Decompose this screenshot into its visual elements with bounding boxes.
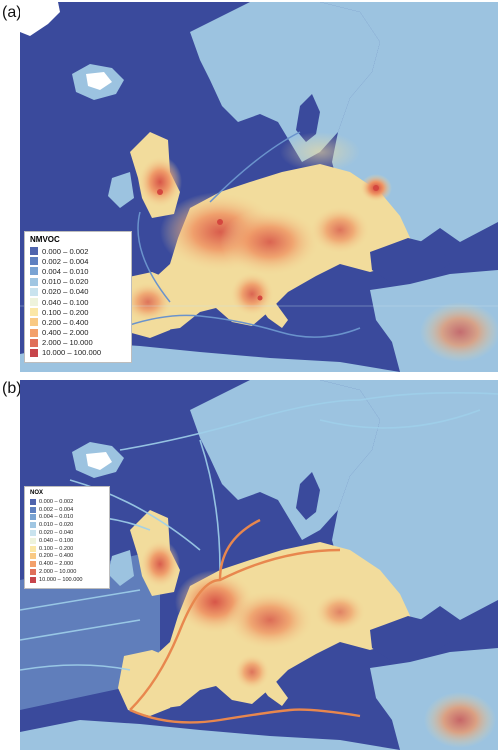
nmvoc-legend-swatch bbox=[30, 308, 38, 317]
nmvoc-legend-swatch bbox=[30, 348, 38, 357]
nox-legend-label: 0.040 – 0.100 bbox=[39, 537, 74, 544]
nox-legend-label: 10.000 – 100.000 bbox=[39, 576, 83, 583]
nox-legend-item: 0.200 – 0.400 bbox=[30, 553, 104, 561]
nmvoc-legend-swatch bbox=[30, 277, 38, 286]
nox-legend-label: 0.400 – 2.000 bbox=[39, 561, 74, 568]
nmvoc-legend-item: 0.400 – 2.000 bbox=[30, 328, 126, 338]
nmvoc-shipping-lanes bbox=[109, 131, 361, 338]
nmvoc-legend-label: 0.200 – 0.400 bbox=[42, 317, 89, 327]
nmvoc-legend-item: 0.200 – 0.400 bbox=[30, 317, 126, 327]
iceland-glacier bbox=[86, 72, 112, 90]
nox-legend-item: 0.100 – 0.200 bbox=[30, 545, 104, 553]
scandinavia bbox=[190, 2, 380, 162]
nox-legend-swatch bbox=[30, 530, 36, 537]
nox-legend-swatch bbox=[30, 569, 36, 576]
nmvoc-legend-swatch bbox=[30, 257, 38, 266]
nmvoc-legend-label: 0.004 – 0.010 bbox=[42, 266, 89, 276]
nmvoc-legend-title: NMVOC bbox=[30, 235, 60, 244]
nmvoc-legend: NMVOC 0.000 – 0.002 0.002 – 0.004 0.004 – … bbox=[24, 231, 132, 364]
nox-legend: NOX 0.000 – 0.002 0.002 – 0.004 0.004 – 0.… bbox=[24, 486, 110, 589]
panel-b-label: (b) bbox=[2, 380, 22, 397]
panel-a-label: (a) bbox=[2, 4, 22, 21]
nmvoc-legend-swatch bbox=[30, 298, 38, 307]
nmvoc-legend-label: 0.100 – 0.200 bbox=[42, 307, 89, 317]
nox-legend-item: 0.400 – 2.000 bbox=[30, 560, 104, 568]
ireland bbox=[108, 172, 134, 208]
nmvoc-legend-swatch bbox=[30, 247, 38, 256]
baltic-sea bbox=[296, 472, 320, 520]
nmvoc-legend-label: 10.000 – 100.000 bbox=[42, 348, 102, 358]
nox-legend-item: 2.000 – 10.000 bbox=[30, 568, 104, 576]
nmvoc-legend-swatch bbox=[30, 267, 38, 276]
nox-legend-swatch bbox=[30, 498, 36, 505]
nox-legend-swatch bbox=[30, 576, 36, 583]
nmvoc-legend-item: 0.002 – 0.004 bbox=[30, 256, 126, 266]
nox-legend-swatch bbox=[30, 514, 36, 521]
scandinavia bbox=[190, 380, 380, 540]
ireland bbox=[108, 550, 134, 586]
nmvoc-legend-label: 0.010 – 0.020 bbox=[42, 277, 89, 287]
nmvoc-legend-item: 0.020 – 0.040 bbox=[30, 287, 126, 297]
nox-map-graphic bbox=[20, 380, 498, 750]
nox-legend-swatch bbox=[30, 537, 36, 544]
baltic-sea bbox=[296, 94, 320, 142]
nox-legend-item: 0.040 – 0.100 bbox=[30, 537, 104, 545]
nox-legend-title: NOX bbox=[30, 490, 44, 496]
nox-shipping-lanes bbox=[20, 392, 498, 671]
nox-legend-label: 0.000 – 0.002 bbox=[39, 498, 74, 505]
iceland-glacier bbox=[86, 452, 112, 470]
nmvoc-legend-item: 10.000 – 100.000 bbox=[30, 348, 126, 358]
nox-legend-label: 0.020 – 0.040 bbox=[39, 530, 74, 537]
nox-legend-swatch bbox=[30, 522, 36, 529]
black-sea bbox=[370, 238, 450, 282]
nox-legend-label: 0.100 – 0.200 bbox=[39, 545, 74, 552]
nox-legend-swatch bbox=[30, 545, 36, 552]
nox-legend-label: 0.010 – 0.020 bbox=[39, 522, 74, 529]
nox-legend-item: 10.000 – 100.000 bbox=[30, 576, 104, 584]
nmvoc-legend-item: 0.000 – 0.002 bbox=[30, 246, 126, 256]
nmvoc-map-graphic bbox=[20, 2, 498, 372]
nmvoc-legend-swatch bbox=[30, 287, 38, 296]
nox-legend-swatch bbox=[30, 506, 36, 513]
nmvoc-legend-label: 0.002 – 0.004 bbox=[42, 256, 89, 266]
nox-legend-label: 0.200 – 0.400 bbox=[39, 553, 74, 560]
nmvoc-legend-label: 0.000 – 0.002 bbox=[42, 246, 89, 256]
nmvoc-legend-item: 0.100 – 0.200 bbox=[30, 307, 126, 317]
nox-hotspots bbox=[140, 540, 496, 748]
nmvoc-hotspots bbox=[124, 132, 498, 362]
nmvoc-legend-label: 0.400 – 2.000 bbox=[42, 328, 89, 338]
nmvoc-legend-swatch bbox=[30, 318, 38, 327]
nox-legend-item: 0.004 – 0.010 bbox=[30, 514, 104, 522]
nmvoc-legend-item: 0.040 – 0.100 bbox=[30, 297, 126, 307]
nox-legend-swatch bbox=[30, 553, 36, 560]
nmvoc-legend-item: 2.000 – 10.000 bbox=[30, 338, 126, 348]
nmvoc-legend-item: 0.004 – 0.010 bbox=[30, 266, 126, 276]
nmvoc-legend-item: 0.010 – 0.020 bbox=[30, 277, 126, 287]
nox-legend-item: 0.002 – 0.004 bbox=[30, 506, 104, 514]
nox-legend-label: 2.000 – 10.000 bbox=[39, 569, 77, 576]
nox-legend-label: 0.004 – 0.010 bbox=[39, 514, 74, 521]
north-africa bbox=[20, 720, 400, 750]
nmvoc-legend-label: 0.040 – 0.100 bbox=[42, 297, 89, 307]
nox-legend-item: 0.010 – 0.020 bbox=[30, 521, 104, 529]
nox-legend-swatch bbox=[30, 561, 36, 568]
nox-legend-item: 0.000 – 0.002 bbox=[30, 498, 104, 506]
black-sea bbox=[370, 616, 450, 660]
nmvoc-emission-map bbox=[20, 2, 498, 372]
nox-legend-item: 0.020 – 0.040 bbox=[30, 529, 104, 537]
nox-emission-map bbox=[20, 380, 498, 750]
nmvoc-legend-label: 0.020 – 0.040 bbox=[42, 287, 89, 297]
arctic-ice bbox=[20, 2, 60, 36]
nox-legend-label: 0.002 – 0.004 bbox=[39, 506, 74, 513]
nmvoc-legend-swatch bbox=[30, 338, 38, 347]
nox-major-shipping-routes bbox=[129, 518, 361, 724]
nmvoc-legend-label: 2.000 – 10.000 bbox=[42, 338, 93, 348]
nmvoc-legend-swatch bbox=[30, 328, 38, 337]
